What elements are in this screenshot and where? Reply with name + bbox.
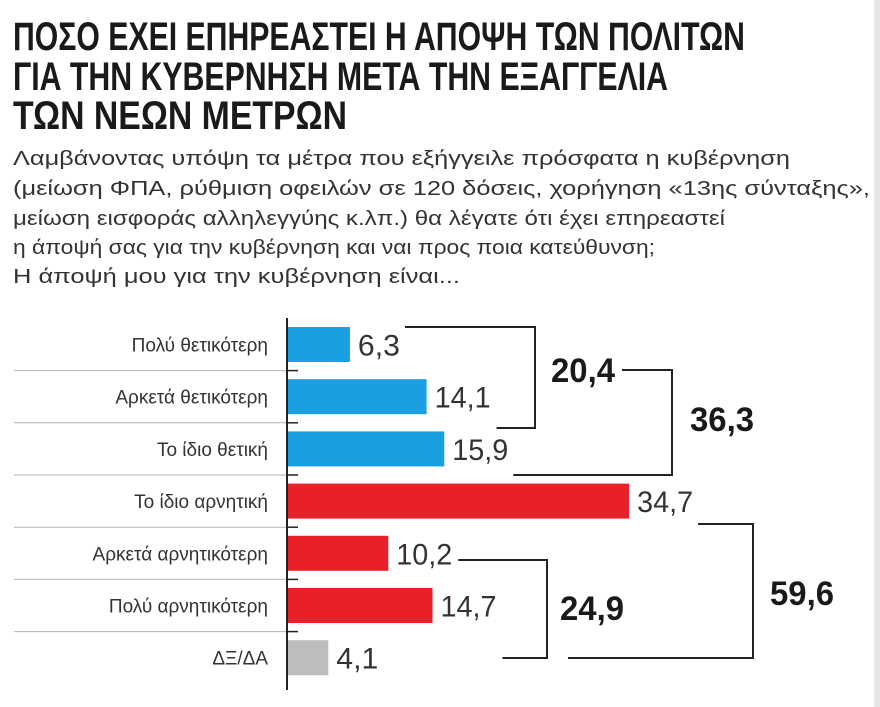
title-line-1: ΠΟΣΟ ΕΧΕΙ ΕΠΗΡΕΑΣΤΕΙ Η ΑΠΟΨΗ ΤΩΝ ΠΟΛΙΤΩΝ (13, 15, 745, 59)
value-label: 10,2 (396, 538, 452, 571)
bar (288, 588, 433, 623)
subtotal-label: 36,3 (690, 401, 754, 439)
category-label: Πολύ αρνητικότερη (109, 597, 268, 618)
subtotal-bracket (513, 369, 673, 476)
category-label: Το ίδιο αρνητική (134, 492, 268, 513)
question-line-4: η άποψή σας για την κυβέρνηση και ναι πρ… (13, 237, 655, 259)
subtotal-label: 59,6 (770, 575, 834, 613)
subtotal-bracket (568, 523, 754, 659)
title-line-3: ΤΩΝ ΝΕΩΝ ΜΕΤΡΩΝ (13, 94, 347, 138)
bar (288, 379, 427, 415)
value-label: 6,3 (358, 330, 400, 363)
subtotal-label: 24,9 (560, 590, 624, 628)
category-label: ΔΞ/ΔΑ (212, 649, 268, 670)
bar (288, 535, 389, 571)
value-label: 15,9 (452, 434, 508, 467)
bar (288, 640, 329, 676)
category-label: Αρκετά αρνητικότερη (93, 544, 268, 565)
title: ΠΟΣΟ ΕΧΕΙ ΕΠΗΡΕΑΣΤΕΙ Η ΑΠΟΨΗ ΤΩΝ ΠΟΛΙΤΩΝ… (13, 15, 745, 138)
value-label: 14,1 (435, 382, 491, 415)
question-line-1: Λαμβάνοντας υπόψη τα μέτρα που εξήγγειλε… (13, 148, 790, 170)
value-label: 14,7 (441, 591, 497, 624)
bar (288, 431, 445, 467)
bar (288, 327, 350, 362)
question-line-3: μείωση εισφοράς αλληλεγγύης κ.λπ.) θα λέ… (13, 208, 726, 230)
subtotal-bracket (404, 326, 536, 429)
value-label: 4,1 (336, 643, 378, 676)
question-line-5: Η άποψή μου για την κυβέρνηση είναι... (13, 266, 460, 288)
category-label: Πολύ θετικότερη (132, 336, 268, 357)
category-label: Το ίδιο θετική (157, 440, 268, 461)
subtotal-bracket (458, 559, 548, 659)
category-label: Αρκετά θετικότερη (115, 388, 268, 409)
subtotal-label: 20,4 (551, 352, 615, 390)
page-edge (874, 0, 880, 707)
bar (288, 483, 630, 519)
question-line-2: (μείωση ΦΠΑ, ρύθμιση οφειλών σε 120 δόσε… (13, 178, 870, 200)
question: Λαμβάνοντας υπόψη τα μέτρα που εξήγγειλε… (13, 148, 870, 288)
value-label: 34,7 (637, 486, 693, 519)
title-line-2: ΓΙΑ ΤΗΝ ΚΥΒΕΡΝΗΣΗ ΜΕΤΑ ΤΗΝ ΕΞΑΓΓΕΛΙΑ (13, 55, 668, 99)
